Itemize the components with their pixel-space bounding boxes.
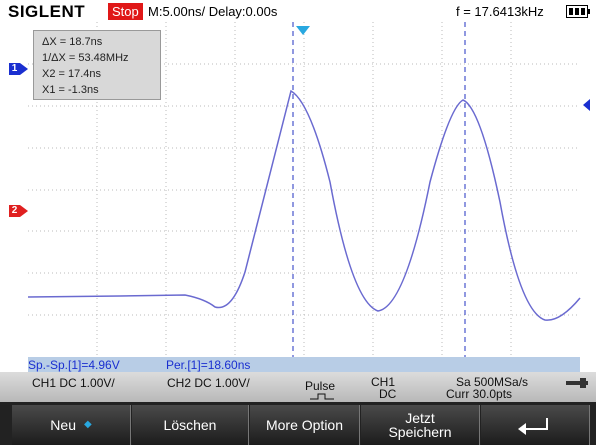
- softkey-label: More Option: [265, 417, 344, 433]
- trigger-source: CH1: [371, 375, 396, 389]
- ch2-setting: CH2 DC 1.00V/: [167, 376, 250, 390]
- cursor-value: X1 = -1.3ns: [42, 84, 99, 96]
- sample-rate: Sa 500MSa/s: [456, 375, 529, 389]
- softkey[interactable]: Neu ◆: [12, 405, 131, 445]
- softkey-row: Neu ◆ Löschen More Option Jetzt Speichern: [0, 402, 596, 445]
- cursor-value: ΔX = 18.7ns: [42, 36, 103, 48]
- softkey[interactable]: Löschen: [132, 405, 249, 445]
- memory-depth: Curr 30.0pts: [446, 387, 513, 401]
- cursor-readout: ΔX = 18.7ns 1/ΔX = 53.48MHz X2 = 17.4ns …: [33, 30, 161, 100]
- softkey-label: Neu: [50, 417, 76, 433]
- back-button[interactable]: [481, 405, 590, 445]
- measurement: Per.[1]=18.60ns: [166, 358, 251, 372]
- softkey[interactable]: Jetzt Speichern: [361, 405, 480, 445]
- pulse-icon: [310, 393, 334, 400]
- trigger-level: [583, 99, 590, 111]
- back-arrow: [518, 418, 548, 435]
- ch1-setting: CH1 DC 1.00V/: [32, 376, 115, 390]
- ch1-arrow: [20, 63, 28, 75]
- softkey-label: Jetzt Speichern: [388, 410, 452, 440]
- measurement-bar: Sp.-Sp.[1]=4.96V Per.[1]=18.60ns: [28, 357, 580, 372]
- trigger-type: Pulse: [305, 379, 336, 393]
- trigger-coupling: DC: [379, 387, 397, 401]
- battery-icon: [566, 5, 590, 18]
- trigger-position: [296, 26, 310, 35]
- softkey[interactable]: More Option: [250, 405, 360, 445]
- timebase: M:5.00ns/ Delay:0.00s: [148, 4, 278, 19]
- ch1-marker: 1: [9, 63, 20, 75]
- softkey-label: Löschen: [163, 417, 217, 433]
- ch2-arrow: [20, 205, 28, 217]
- measurement: Sp.-Sp.[1]=4.96V: [28, 358, 120, 372]
- cursor-value: X2 = 17.4ns: [42, 68, 102, 80]
- cursor-value: 1/ΔX = 53.48MHz: [42, 52, 129, 64]
- status-bar: CH1 DC 1.00V/ CH2 DC 1.00V/ Pulse CH1 DC…: [0, 372, 596, 402]
- run-state: Stop: [108, 3, 143, 20]
- ch1-waveform: [27, 89, 581, 321]
- usb-icon: [566, 378, 588, 388]
- brand: SIGLENT: [8, 2, 86, 21]
- frequency: f = 17.6413kHz: [456, 4, 544, 19]
- ch2-marker: 2: [9, 205, 20, 217]
